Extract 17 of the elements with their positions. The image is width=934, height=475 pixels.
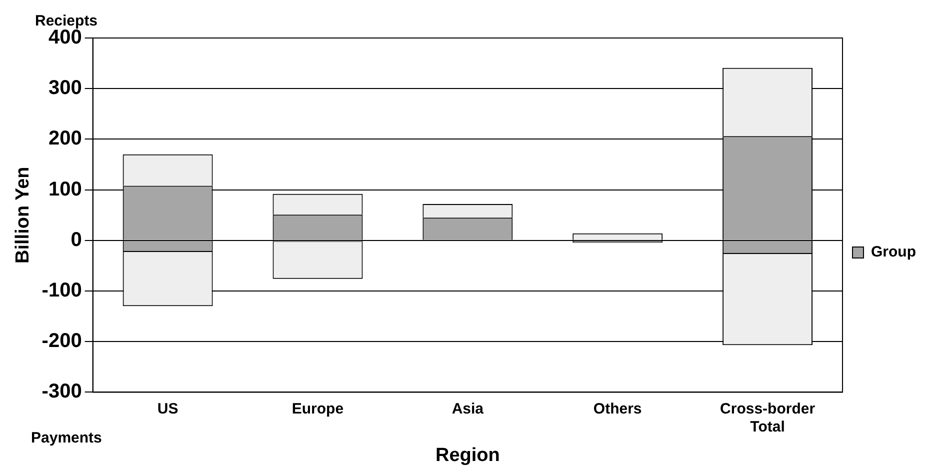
x-tick-label: Asia [452, 400, 484, 418]
text: Payments [31, 430, 102, 447]
text: Reciepts [35, 12, 98, 30]
legend-label: Group [871, 244, 916, 261]
y-tick-label: 0 [70, 228, 82, 251]
y-axis-title: Billion Yen [12, 166, 34, 264]
x-axis-title: Region [435, 444, 500, 466]
x-tick-label: US [157, 400, 178, 418]
x-tick-label: Cross-border Total [720, 400, 816, 436]
y-tick-label: 100 [48, 178, 82, 200]
y-tick-label: -100 [42, 280, 82, 302]
y-tick-label: 200 [48, 128, 82, 150]
x-tick-label: Europe [292, 400, 344, 418]
y-tick-label: 300 [48, 77, 82, 100]
y-tick-label: -200 [42, 330, 82, 352]
x-tick-label: Others [593, 400, 642, 418]
y-tick-label: -300 [42, 380, 82, 403]
